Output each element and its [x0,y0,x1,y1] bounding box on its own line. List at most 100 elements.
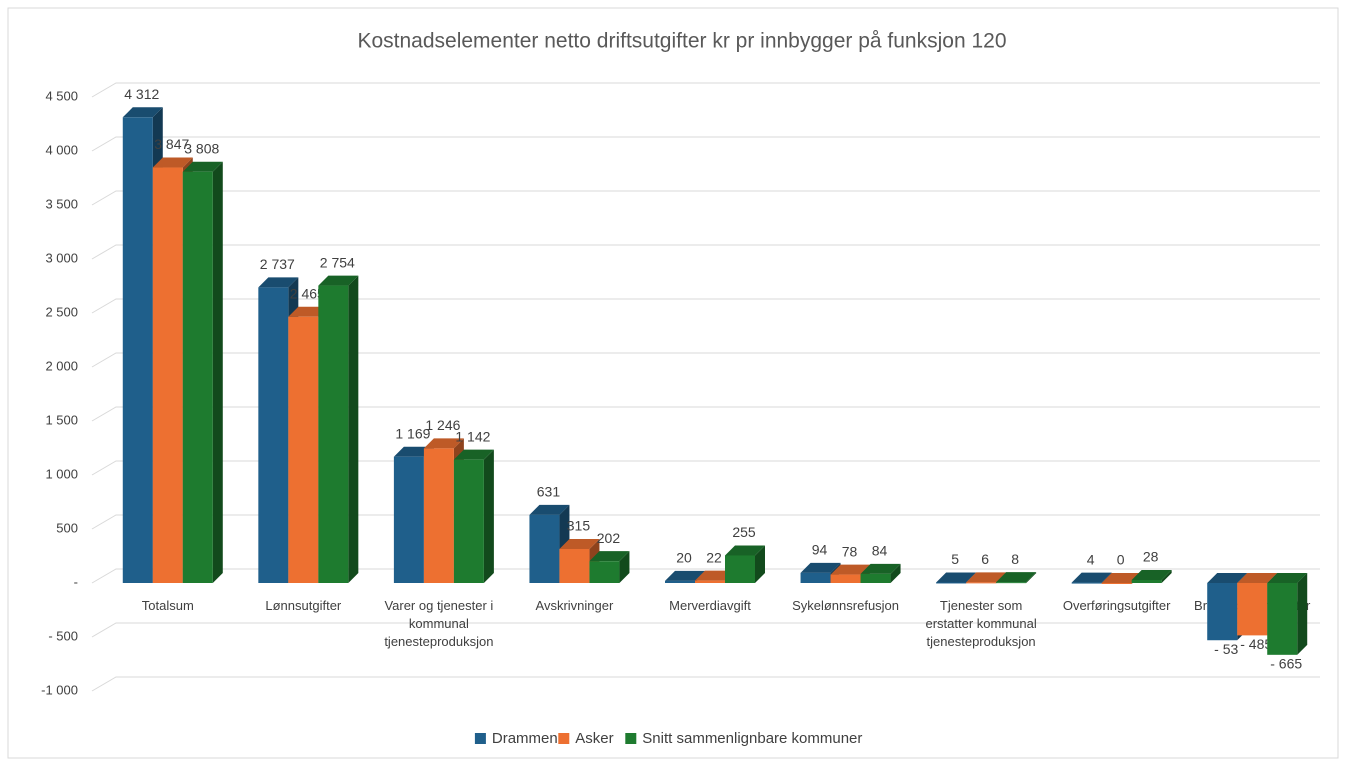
x-tick-label: Varer og tjenester i kommunal tjenesteprod… [384,598,493,649]
data-label: 255 [732,524,756,540]
bar-top [1207,573,1248,583]
grid-line [91,460,1320,476]
legend-swatch [625,733,637,744]
data-label: 3 808 [184,140,219,156]
bar-side [1026,572,1037,584]
grid-line [91,82,1320,98]
grid-line [91,622,1320,638]
bar-top [800,562,841,573]
y-tick-label: - [74,574,78,589]
x-tick-label: Sykelønnsrefusjon [792,598,899,613]
bar [258,287,289,583]
bar-top [996,572,1037,583]
data-label: 94 [812,542,828,558]
y-tick-label: 4 500 [45,88,78,103]
bar [1237,583,1268,636]
bar [152,167,183,584]
data-label: 1 169 [395,425,430,441]
data-label: 8 [1011,551,1019,567]
x-tick-label: Merverdiavgift [669,598,751,613]
chart-frame [7,7,1339,759]
bar-top [1237,573,1278,583]
bar-side [212,161,223,583]
bar [1131,579,1162,583]
bar-top [936,572,977,583]
bar [830,574,861,583]
y-tick-label: 4 000 [45,142,78,157]
y-tick-label: -1 000 [41,682,78,697]
data-label: 4 [1087,551,1095,567]
bar [966,582,997,584]
grid-line [91,298,1320,314]
bar [1267,583,1298,655]
bar [393,456,424,583]
y-tick-label: 1 500 [45,412,78,427]
bar-top [1131,569,1172,580]
bar-side [755,545,765,583]
data-label: 4 312 [124,86,159,102]
bar-side [1161,569,1172,583]
data-label: 6 [981,551,989,567]
y-tick-label: 3 000 [45,250,78,265]
bar [453,459,484,583]
x-tick-label: Overføringsutgifter [1063,598,1171,613]
data-label: 84 [872,543,888,559]
bar-top [1071,572,1112,583]
bar-side [483,449,494,583]
bar [1207,583,1238,641]
data-label: 0 [1117,552,1125,568]
bar-top [182,161,223,172]
grid-line [91,244,1320,260]
legend-swatch [474,733,486,744]
grid-line [91,514,1320,530]
data-label: 2 754 [320,254,355,270]
grid-line [91,568,1320,584]
data-label: 28 [1143,549,1159,565]
bar-top [860,563,901,574]
data-label: 3 847 [154,136,189,152]
bar [860,573,891,583]
legend-label: Snitt sammenlignbare kommuner [642,730,862,747]
bar-top [152,157,193,168]
y-tick-label: - 500 [48,628,78,643]
data-label: - 665 [1270,656,1302,672]
bar [695,580,725,583]
data-label: 202 [597,530,621,546]
data-label: 2 465 [290,285,325,301]
bar-side [619,551,630,583]
bar-top [589,551,630,562]
data-label: 315 [567,518,591,534]
y-tick-label: 500 [56,520,78,535]
data-label: 631 [537,484,561,500]
bar [288,316,319,583]
chart-title: Kostnadselementer netto driftsutgifter k… [357,30,1006,53]
y-tick-label: 2 500 [45,304,78,319]
bar [800,572,831,583]
data-label: - 485 [1240,636,1272,652]
bar-top [122,107,163,118]
bar [1071,582,1102,584]
x-tick-label: Avskrivninger [536,598,614,613]
data-label: 1 246 [425,417,460,433]
grid-line [91,352,1320,368]
x-tick-label: Tjenester som erstatter kommunal tjenestep… [925,598,1036,649]
y-tick-label: 1 000 [45,466,78,481]
data-label: 22 [706,549,722,565]
x-tick-label: Lønnsutgifter [265,598,342,613]
data-label: - 53 [1214,641,1238,657]
bar-top [1267,573,1308,583]
grid-line [91,676,1320,692]
data-label: 1 142 [455,428,490,444]
legend-swatch [558,733,570,744]
bar [182,171,213,583]
bar [559,548,590,583]
bar-side [890,563,901,583]
y-tick-label: 3 500 [45,196,78,211]
bar [589,561,620,583]
grid-line [91,406,1320,422]
y-tick-label: 2 000 [45,358,78,373]
bar-top [318,275,359,286]
bar [122,117,153,583]
bar [665,580,695,583]
bar [423,448,454,583]
